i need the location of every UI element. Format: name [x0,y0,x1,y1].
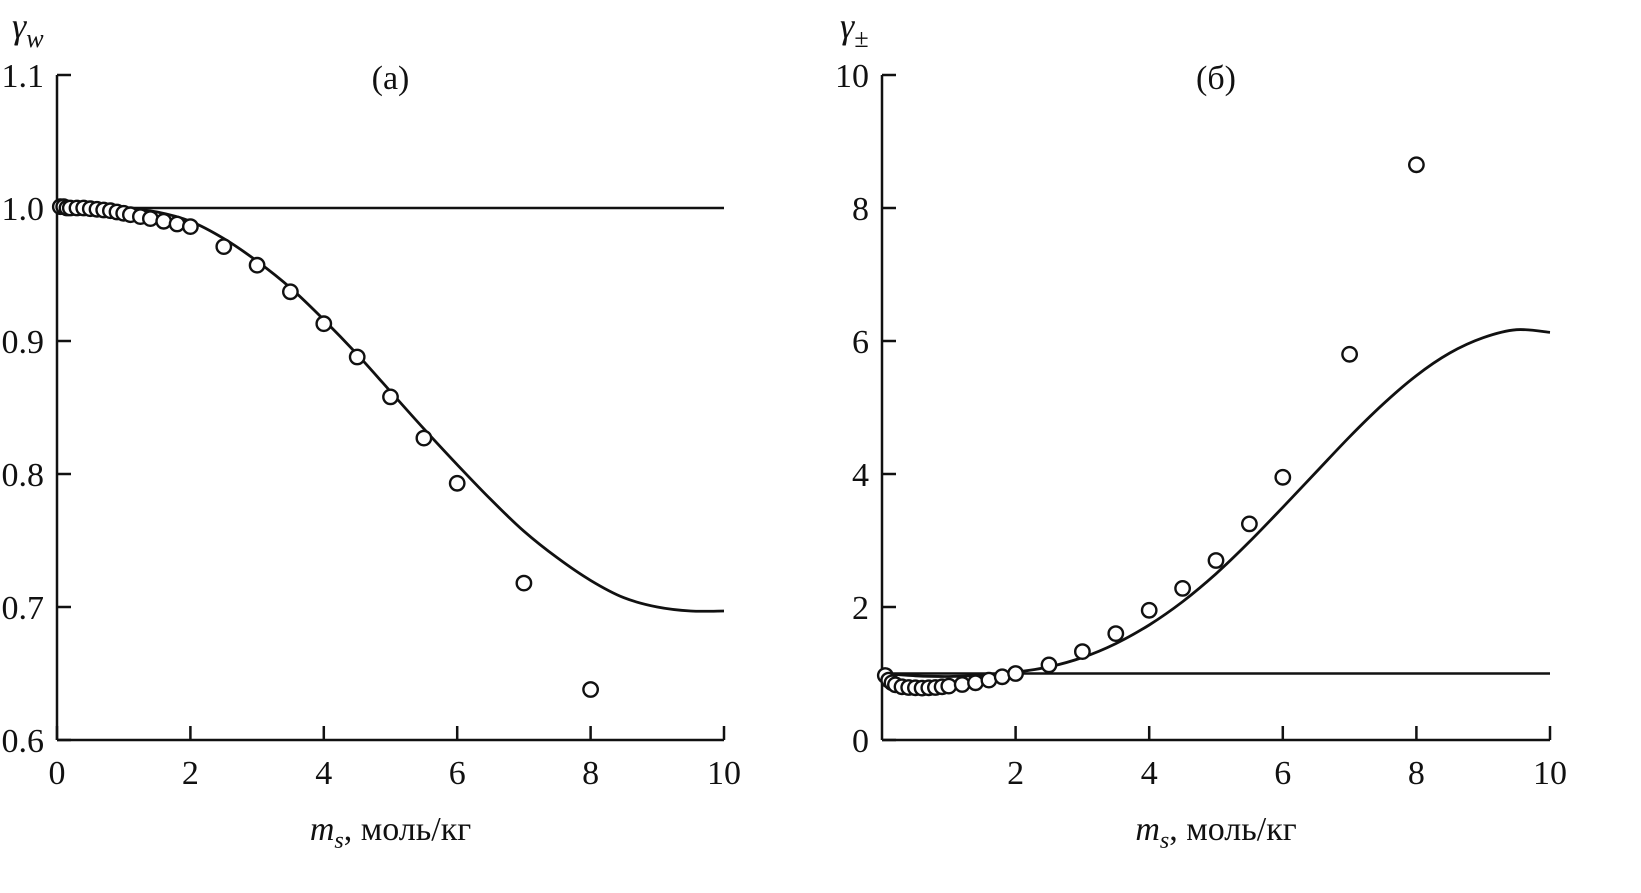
data-point [382,388,399,406]
x-tick-label: 8 [1408,755,1425,792]
data-point [1140,601,1158,619]
data-point [515,574,533,592]
x-tick-label: 10 [1533,755,1567,792]
y-tick-label: 0.7 [2,590,45,627]
data-point [181,218,199,236]
data-point [953,676,971,693]
data-point [1408,156,1425,174]
x-axis-title: ms, моль/кг [1135,811,1296,854]
data-point [1341,345,1359,363]
x-tick-label: 6 [1274,755,1291,792]
x-tick-label: 6 [449,755,466,792]
x-tick-label: 10 [707,755,741,792]
data-point [168,215,186,233]
y-tick-label: 1.1 [2,58,45,95]
y-axis-title: γw [12,6,44,53]
y-tick-label: 2 [852,590,869,627]
y-tick-label: 0.9 [2,324,45,361]
data-point [940,677,958,695]
panel-title: (б) [1196,60,1236,97]
data-point [1074,643,1091,660]
y-tick-label: 4 [852,457,869,494]
data-point [582,681,599,698]
y-tick-label: 0.6 [2,723,45,760]
y-tick-label: 1.0 [2,191,45,228]
x-tick-label: 4 [315,755,332,792]
x-axis-title: ms, моль/кг [310,811,471,854]
panel-a: 0 2 4 6 8 10 0.6 0.7 0.8 0.9 1.0 1.1 (а) γw ms, моль/к… [2,6,742,854]
y-axis-title: γ± [840,6,868,53]
model-curve [56,206,725,613]
y-tick-label: 8 [852,191,869,228]
data-point [1040,656,1058,674]
data-point [1241,515,1258,533]
data-point [155,212,173,230]
data-point [348,348,366,366]
data-point [980,671,998,689]
data-point [993,668,1011,686]
data-point [448,474,466,492]
panel-title: (а) [372,60,410,97]
data-point [1007,665,1024,682]
x-tick-label: 0 [49,755,66,792]
data-point [967,674,984,692]
x-tick-label: 4 [1141,755,1158,792]
data-point [215,238,233,256]
data-point [1207,552,1225,569]
data-point [1274,468,1292,486]
x-tick-label: 2 [1007,755,1024,792]
model-curve [881,328,1551,678]
y-tick-label: 6 [852,324,869,361]
data-point [415,429,433,447]
data-point [141,210,159,228]
x-tick-label: 2 [182,755,199,792]
data-point [1107,625,1125,642]
panel-b: 2 4 6 8 10 0 2 4 6 8 10 (б) γ± ms, моль/кг [835,6,1567,854]
data-point [281,283,299,301]
y-tick-label: 0.8 [2,457,45,494]
data-point [248,256,266,274]
x-tick-label: 8 [582,755,599,792]
y-tick-label: 10 [835,58,869,95]
data-point [315,315,333,333]
data-point [1174,580,1192,597]
y-tick-label: 0 [852,723,869,760]
